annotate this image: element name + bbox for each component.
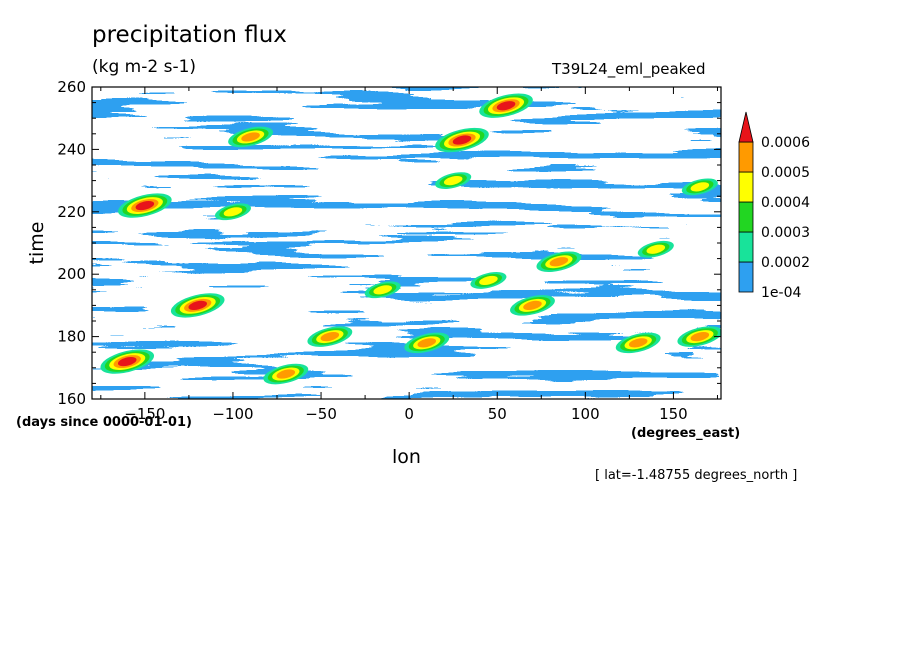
precip-contour-level-3 [690, 182, 710, 192]
x-tick-label: −50 [305, 405, 337, 423]
colorbar-label: 0.0004 [761, 195, 810, 211]
precip-hotspot [404, 332, 450, 354]
precip-hotspots [100, 93, 721, 385]
x-tick-label: 50 [488, 405, 507, 423]
x-axis-units: (degrees_east) [631, 426, 741, 441]
colorbar-segment [738, 201, 754, 233]
precip-hotspot [479, 93, 533, 118]
colorbar-label: 0.0006 [761, 135, 810, 151]
colorbar-segment [738, 171, 754, 203]
precip-contour-level-5 [188, 300, 207, 310]
precip-contour-level-4 [628, 338, 648, 348]
x-tick-label: 100 [571, 405, 600, 423]
colorbar: 1e-04 0.0002 0.0003 0.0004 0.0005 0.0006 [738, 111, 810, 301]
colorbar-label: 0.0002 [761, 255, 810, 271]
precip-hotspot [118, 193, 172, 218]
precip-contour-level-3 [479, 275, 498, 286]
precip-contour-level-4 [417, 338, 437, 348]
precip-contour-level-3 [646, 244, 666, 254]
precip-contour-level-4 [690, 332, 710, 342]
precip-hotspot [637, 240, 674, 258]
x-tick-label: 150 [659, 405, 688, 423]
precip-contour-level-5 [452, 135, 472, 145]
precip-hotspot [170, 293, 225, 318]
precip-hotspot [228, 126, 273, 148]
slice-label: [ lat=-1.48755 degrees_north ] [595, 468, 798, 483]
y-tick-label: 220 [57, 203, 86, 221]
colorbar-segment [738, 231, 754, 263]
precip-hotspot [681, 178, 718, 196]
y-tick-label: 160 [57, 390, 86, 408]
y-axis-units: (days since 0000-01-01) [16, 415, 192, 430]
chart-title: precipitation flux [92, 22, 287, 48]
precip-hotspot [677, 326, 721, 347]
colorbar-label: 0.0005 [761, 165, 810, 181]
precip-hotspot [536, 251, 582, 272]
colorbar-extend-arrow [738, 111, 754, 143]
precip-hotspot [615, 332, 661, 354]
precip-hotspot [214, 203, 251, 221]
colorbar-segment [738, 261, 754, 293]
chart-units: (kg m-2 s-1) [92, 57, 197, 77]
y-axis: 160 180 200 220 240 260 [57, 78, 721, 408]
y-axis-label: time [26, 221, 48, 265]
precip-contour-level-3 [223, 207, 243, 217]
colorbar-label: 1e-04 [761, 285, 801, 301]
colorbar-segment [738, 141, 754, 173]
precip-contour-level-4 [523, 300, 542, 310]
precip-hotspot [435, 127, 489, 153]
x-axis-label: lon [392, 446, 421, 468]
precip-hotspot [100, 349, 155, 374]
precip-hotspot [510, 295, 555, 316]
colorbar-label: 0.0003 [761, 225, 810, 241]
x-tick-label: −100 [212, 405, 253, 423]
y-tick-label: 180 [57, 328, 86, 346]
precip-contour-level-5 [135, 200, 155, 211]
precip-contour-level-4 [276, 369, 296, 379]
precip-hotspot [263, 363, 309, 385]
precip-hotspot [470, 272, 507, 289]
x-tick-label: 0 [404, 405, 414, 423]
plot-area [92, 87, 721, 399]
y-tick-label: 240 [57, 140, 86, 158]
y-tick-label: 200 [57, 265, 86, 283]
precip-contour-level-3 [443, 176, 463, 186]
x-tick-label: −150 [124, 405, 165, 423]
run-name: T39L24_eml_peaked [552, 60, 706, 78]
x-axis: −150 −100 −50 0 50 100 150 [100, 87, 718, 423]
precip-hotspot [307, 326, 353, 347]
precip-hotspot [364, 281, 401, 299]
precip-contour-level-3 [373, 285, 392, 295]
precip-hotspot [435, 172, 472, 189]
precip-contour-level-4 [549, 257, 569, 267]
precip-contour-level-4 [241, 132, 260, 142]
y-tick-label: 260 [57, 78, 86, 96]
precip-contour-level-4 [320, 332, 340, 342]
precip-contour-level-5 [117, 356, 137, 367]
precip-contour-level-5 [496, 101, 516, 111]
